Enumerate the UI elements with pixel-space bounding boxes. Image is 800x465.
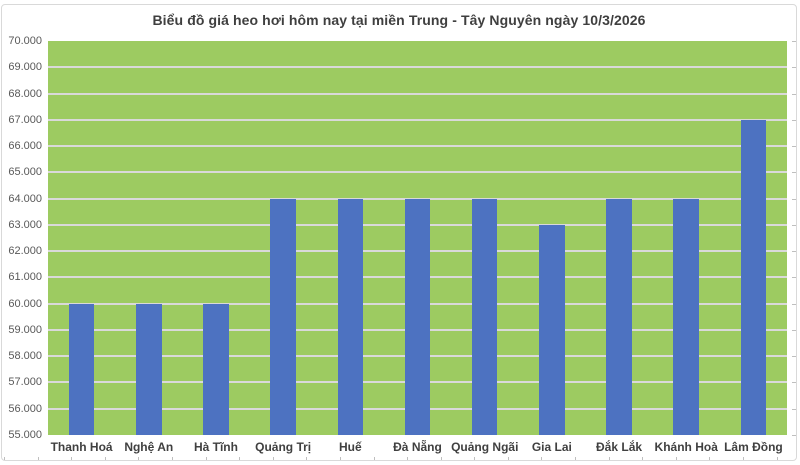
bottom-tick-mark bbox=[675, 457, 677, 460]
bottom-tick-mark bbox=[776, 457, 778, 460]
right-tick-mark bbox=[792, 408, 796, 410]
right-tick-mark bbox=[792, 172, 796, 174]
bottom-tick-mark bbox=[407, 457, 409, 460]
bottom-tick-mark bbox=[272, 457, 274, 460]
right-tick-mark bbox=[792, 93, 796, 95]
bar bbox=[740, 119, 767, 435]
bar bbox=[539, 224, 565, 435]
gridline bbox=[48, 118, 787, 121]
bottom-tick-mark bbox=[171, 457, 173, 460]
y-axis-tick-label: 59.000 bbox=[8, 323, 42, 336]
bottom-tick-mark bbox=[205, 457, 207, 460]
bottom-tick-mark bbox=[507, 457, 509, 460]
bottom-tick-mark bbox=[541, 457, 543, 460]
y-axis-tick-label: 66.000 bbox=[8, 140, 42, 153]
right-tick-mark bbox=[792, 303, 796, 305]
right-tick-mark bbox=[792, 277, 796, 279]
bottom-tick-mark bbox=[608, 457, 610, 460]
y-axis-tick-label: 64.000 bbox=[8, 192, 42, 205]
x-axis-category-label: Đắk Lắk bbox=[596, 440, 643, 454]
x-axis-category-label: Hà Tĩnh bbox=[193, 440, 238, 454]
right-tick-mark bbox=[792, 251, 796, 253]
y-axis-tick-label: 70.000 bbox=[8, 35, 42, 47]
gridline bbox=[48, 145, 787, 148]
right-tick-mark bbox=[792, 329, 796, 331]
y-axis-tick-label: 65.000 bbox=[8, 166, 42, 179]
x-axis-category-label: Nghệ An bbox=[124, 440, 174, 454]
x-axis-category-label: Quảng Ngãi bbox=[451, 440, 519, 454]
chart-title: Biểu đồ giá heo hơi hôm nay tại miền Tru… bbox=[152, 12, 646, 28]
bottom-tick-mark bbox=[138, 457, 140, 460]
gridline bbox=[48, 171, 787, 174]
y-axis-tick-label: 56.000 bbox=[8, 402, 42, 415]
bar bbox=[68, 303, 95, 435]
right-tick-mark bbox=[792, 41, 796, 42]
bottom-tick-mark bbox=[71, 457, 73, 460]
bottom-tick-mark bbox=[373, 457, 375, 460]
bottom-tick-mark bbox=[37, 457, 39, 460]
right-tick-mark bbox=[792, 146, 796, 148]
right-tick-mark bbox=[792, 67, 796, 69]
x-axis-category-label: Lâm Đồng bbox=[724, 440, 783, 454]
x-axis-category-label: Gia Lai bbox=[531, 440, 572, 454]
bar bbox=[404, 198, 431, 435]
y-axis-tick-label: 67.000 bbox=[8, 113, 42, 126]
bar bbox=[471, 198, 498, 435]
y-axis-tick-label: 61.000 bbox=[8, 271, 42, 284]
y-axis-tick-label: 55.000 bbox=[8, 429, 42, 441]
x-axis-category-label: Quảng Trị bbox=[255, 440, 312, 454]
y-axis-tick-label: 69.000 bbox=[8, 61, 42, 74]
bar bbox=[136, 303, 162, 435]
bottom-tick-mark bbox=[104, 457, 106, 460]
gridline bbox=[48, 66, 787, 69]
y-axis-tick-label: 62.000 bbox=[8, 245, 42, 258]
right-tick-mark bbox=[792, 382, 796, 384]
bottom-tick-mark bbox=[743, 457, 744, 460]
bar bbox=[337, 198, 364, 435]
y-axis-tick-label: 63.000 bbox=[8, 218, 42, 231]
x-axis-category-label: Thanh Hoá bbox=[50, 440, 113, 454]
right-tick-mark bbox=[792, 198, 796, 200]
y-axis-tick-label: 68.000 bbox=[8, 87, 42, 100]
bottom-tick-mark bbox=[575, 457, 577, 460]
bottom-tick-mark bbox=[642, 457, 644, 460]
bar bbox=[203, 303, 229, 435]
bar bbox=[270, 198, 296, 435]
bottom-tick-mark bbox=[709, 457, 711, 460]
x-axis-category-label: Khánh Hoà bbox=[654, 440, 718, 454]
bottom-tick-mark bbox=[239, 457, 241, 460]
chart-frame: Biểu đồ giá heo hơi hôm nay tại miền Tru… bbox=[1, 4, 797, 461]
right-tick-mark bbox=[792, 435, 796, 436]
x-axis-category-label: Đà Nẵng bbox=[393, 440, 442, 454]
plot-area bbox=[48, 41, 787, 435]
gridline bbox=[48, 92, 787, 95]
bottom-tick-mark bbox=[306, 457, 308, 460]
y-axis-tick-label: 57.000 bbox=[8, 376, 42, 389]
bar bbox=[673, 198, 699, 435]
bottom-tick-mark bbox=[474, 457, 476, 460]
bottom-tick-mark bbox=[440, 457, 442, 460]
y-axis-tick-label: 58.000 bbox=[8, 350, 42, 363]
bottom-tick-mark bbox=[339, 457, 341, 460]
gridline bbox=[48, 197, 787, 200]
bar bbox=[606, 198, 632, 435]
right-tick-mark bbox=[792, 356, 796, 358]
y-axis-tick-label: 60.000 bbox=[8, 297, 42, 310]
right-tick-mark bbox=[792, 224, 796, 226]
right-tick-mark bbox=[792, 119, 796, 121]
x-axis-category-label: Huế bbox=[338, 440, 362, 454]
bottom-tick-mark bbox=[4, 457, 5, 460]
